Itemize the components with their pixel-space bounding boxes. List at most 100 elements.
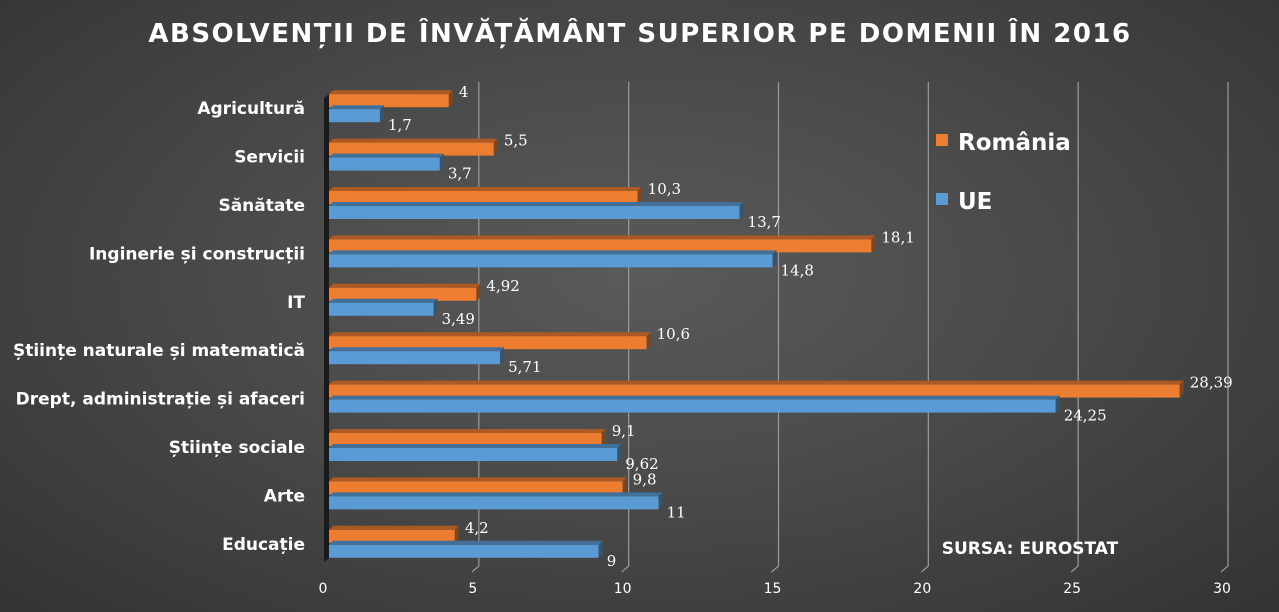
x-gridline [920, 82, 929, 573]
bar-side-face [454, 525, 459, 543]
data-label: 11 [667, 503, 686, 521]
bar-romania [329, 138, 498, 156]
category-label: Sănătate [218, 196, 305, 216]
bar-top-face [329, 235, 876, 240]
x-tick-labels: 0 5 10 15 20 25 30 [319, 581, 1231, 597]
x-gridline [771, 82, 780, 573]
bar-front-face [329, 142, 494, 156]
bar-top-face [329, 202, 744, 206]
data-labels: 4 1,7 5,5 3,7 10,3 13,7 18,1 14,8 4,92 3,49 10,6 5,… [388, 83, 1233, 570]
bar-top-face [329, 90, 453, 95]
bar-front-face [329, 302, 434, 316]
bar-romania [329, 235, 876, 253]
data-label: 5,71 [508, 358, 541, 376]
bar-ue [329, 202, 744, 219]
category-label: Agricultură [197, 99, 305, 119]
data-label: 3,49 [442, 310, 475, 328]
legend-label: România [958, 130, 1071, 156]
bar-top-face [329, 347, 505, 352]
data-label: 9,8 [633, 470, 657, 488]
bar-side-face [622, 477, 627, 495]
bar-side-face [439, 153, 444, 171]
category-label: Servicii [234, 148, 305, 168]
bar-side-face [379, 105, 384, 123]
bar-side-face [772, 250, 777, 268]
x-gridline [1070, 82, 1079, 573]
data-label: 13,7 [748, 213, 781, 231]
category-label: IT [287, 293, 305, 313]
x-tick-label: 15 [764, 581, 782, 597]
bar-side-face [871, 235, 876, 253]
bar-top-face [329, 138, 498, 143]
bar-top-face [329, 380, 1184, 385]
bar-side-face [658, 492, 663, 510]
category-axis [324, 94, 329, 562]
bar-romania [329, 187, 642, 204]
bar-top-face [329, 429, 606, 433]
data-label: 9,1 [612, 422, 636, 440]
x-tick-label: 25 [1063, 581, 1081, 597]
legend-swatch [936, 134, 948, 146]
x-gridline [1220, 82, 1229, 573]
data-label: 9,62 [625, 455, 658, 473]
bar-romania [329, 283, 481, 301]
data-label: 4,92 [486, 277, 519, 295]
bar-romania [329, 90, 453, 108]
bar-front-face [329, 254, 773, 268]
bar-side-face [433, 298, 438, 316]
data-label: 1,7 [388, 116, 412, 134]
bar-front-face [329, 206, 740, 219]
data-label: 3,7 [448, 165, 472, 183]
bar-ue [329, 298, 438, 316]
bar-side-face [493, 138, 498, 156]
bar-side-face [500, 347, 505, 365]
bar-ue [329, 105, 384, 123]
category-label: Științe sociale [169, 438, 305, 458]
x-tick-label: 30 [1213, 581, 1231, 597]
bar-ue [329, 444, 622, 461]
bar-top-face [329, 105, 384, 110]
bar-side-face [448, 90, 453, 108]
bar-romania [329, 380, 1184, 398]
bar-ue [329, 540, 603, 558]
bar-ue [329, 153, 444, 171]
bar-side-face [617, 444, 622, 461]
bar-romania [329, 525, 459, 543]
bar-front-face [329, 239, 872, 253]
x-tick-label: 5 [468, 581, 477, 597]
bar-front-face [329, 496, 659, 510]
bar-top-face [329, 187, 642, 191]
bar-side-face [637, 187, 642, 204]
bar-front-face [329, 399, 1056, 413]
category-label: Științe naturale și matematică [13, 341, 305, 361]
bar-side-face [646, 332, 651, 350]
bar-side-face [1055, 395, 1060, 413]
data-label: 5,5 [504, 132, 528, 150]
legend-swatch [936, 193, 948, 205]
bar-front-face [329, 351, 501, 365]
bar-top-face [329, 525, 459, 530]
bars [329, 90, 1184, 558]
bar-ue [329, 492, 663, 510]
data-label: 9 [607, 552, 617, 570]
bar-front-face [329, 544, 599, 558]
data-label: 28,39 [1190, 374, 1233, 392]
bar-side-face [476, 283, 481, 301]
bar-front-face [329, 287, 477, 301]
bar-top-face [329, 477, 627, 482]
bar-top-face [329, 283, 481, 288]
data-label: 4 [459, 83, 469, 101]
bar-front-face [329, 109, 380, 123]
bar-romania [329, 429, 606, 446]
bar-top-face [329, 492, 663, 497]
category-label: Inginerie și construcții [89, 244, 305, 264]
bar-side-face [739, 202, 744, 219]
data-label: 10,3 [648, 180, 681, 198]
category-label: Arte [264, 486, 305, 506]
data-label: 18,1 [881, 228, 914, 246]
data-label: 10,6 [657, 325, 690, 343]
data-label: 14,8 [781, 261, 814, 279]
legend-label: UE [958, 189, 992, 215]
bar-side-face [598, 540, 603, 558]
category-label: Educație [222, 535, 305, 555]
